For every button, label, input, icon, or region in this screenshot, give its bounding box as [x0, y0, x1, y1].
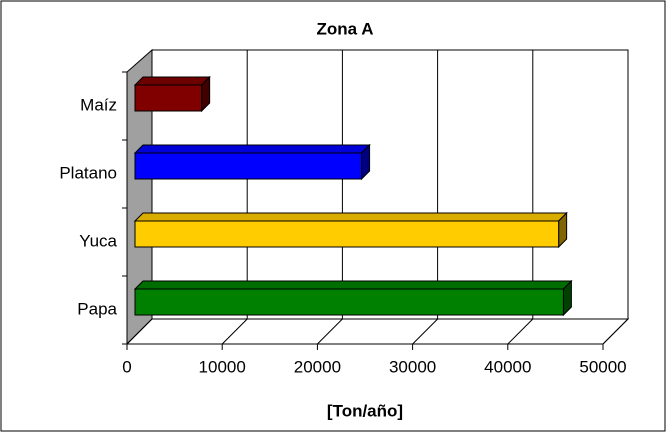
bar [133, 75, 211, 113]
grid-line [126, 318, 153, 345]
y-tick-label: Platano [59, 163, 117, 182]
x-axis-title: [Ton/año] [327, 401, 403, 420]
bar-top [133, 76, 211, 86]
bar-front [134, 220, 560, 248]
bar [133, 279, 573, 317]
bar-top [133, 280, 573, 290]
grid-line [602, 318, 629, 345]
floor [125, 318, 630, 345]
x-tick-label: 40000 [484, 357, 531, 376]
grid-line [317, 318, 343, 345]
grid-line [221, 318, 248, 345]
bar [133, 143, 371, 181]
x-tick-label: 20000 [294, 357, 341, 376]
chart-title: Zona A [317, 19, 374, 38]
bar-top [133, 212, 568, 222]
grid-line [507, 318, 534, 345]
back-wall [151, 49, 629, 320]
bar-front [134, 84, 203, 112]
y-tick-label: Maíz [80, 95, 117, 114]
x-tick-label: 0 [122, 357, 131, 376]
x-tick-label: 50000 [579, 357, 626, 376]
grid-line [412, 318, 438, 345]
x-tick-label: 30000 [389, 357, 436, 376]
bar-front [134, 288, 564, 316]
bar-front [134, 152, 363, 180]
x-tick-label: 10000 [199, 357, 246, 376]
bar [133, 211, 568, 249]
bar-top [133, 144, 371, 154]
y-tick-label: Yuca [79, 231, 117, 250]
y-tick-label: Papa [77, 299, 117, 318]
